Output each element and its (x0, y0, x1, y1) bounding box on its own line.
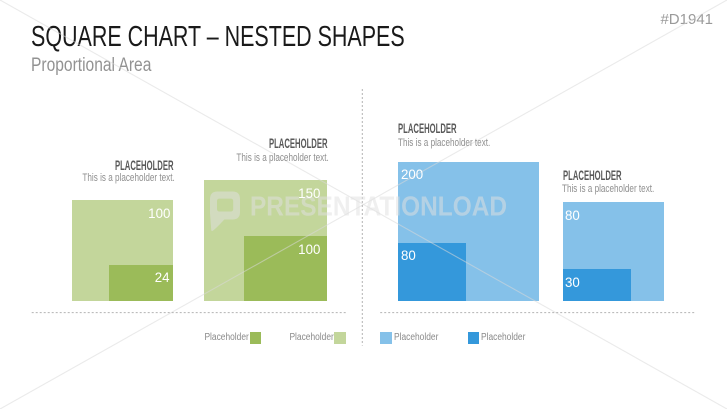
svg-text:PRESENTATIONLOAD: PRESENTATIONLOAD (250, 190, 507, 221)
